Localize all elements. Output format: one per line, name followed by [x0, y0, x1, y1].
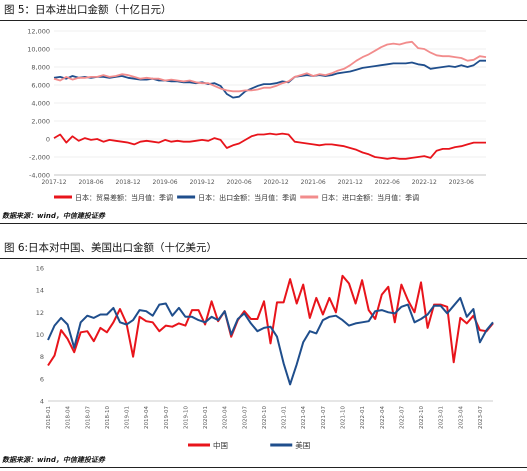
- x-tick-label: 2023-01: [439, 406, 445, 429]
- x-tick-label: 2023-06: [449, 179, 474, 186]
- x-tick-label: 2018-06: [78, 179, 103, 186]
- x-tick-label: 2018-07: [85, 406, 91, 429]
- x-tick-label: 2022-12: [412, 179, 437, 186]
- x-tick-label: 2019-07: [164, 406, 170, 429]
- series-line-3: [53, 40, 487, 93]
- x-tick-label: 2021-12: [338, 179, 363, 186]
- figure-caption: 图 5：日本进出口金额（十亿日元）: [0, 0, 527, 21]
- y-tick-label: 12: [36, 309, 44, 317]
- x-tick-label: 2018-12: [116, 179, 141, 186]
- x-tick-label: 2019-12: [190, 179, 215, 186]
- data-source-note: 数据来源：wind，中信建投证券: [0, 208, 527, 224]
- y-tick-label: 4: [40, 398, 44, 406]
- x-tick-label: 2021-04: [301, 406, 307, 429]
- data-source-note: 数据来源：wind，中信建投证券: [0, 452, 527, 468]
- x-tick-label: 2021-07: [321, 406, 327, 429]
- figure-caption-text: 图 6:日本对中国、美国出口金额（十亿美元）: [4, 242, 218, 254]
- legend-label: 中国: [213, 440, 228, 450]
- y-tick-label: 8,000: [31, 64, 50, 72]
- x-tick-label: 2022-01: [360, 406, 366, 429]
- x-tick-label: 2018-01: [46, 406, 52, 429]
- y-tick-label: 0: [46, 136, 50, 144]
- series-line-2: [53, 59, 486, 99]
- legend: 中国 美国: [188, 440, 310, 450]
- trade-line-chart: 12,000 10,000 8,000 6,000 4,000 2,000 0 -2,000 -…: [27, 28, 487, 202]
- x-tick-label: 2019-04: [144, 406, 150, 429]
- y-tick-label: 6,000: [31, 82, 50, 90]
- x-tick-label: 2020-10: [262, 406, 268, 429]
- legend: 日本：贸易差额：当月值：季调 日本：出口金额：当月值：季调 日本：进口金额：当月值：…: [54, 193, 419, 202]
- x-tick-label: 2019-06: [153, 179, 178, 186]
- x-tick-label: 2018-04: [66, 406, 72, 429]
- y-tick-label: 4,000: [31, 100, 50, 108]
- x-tick-label: 2018-10: [105, 406, 111, 429]
- x-tick-label: 2022-10: [419, 406, 425, 429]
- legend-label: 日本：出口金额：当月值：季调: [198, 193, 296, 202]
- y-tick-label: 16: [36, 265, 44, 273]
- series-line-1: [47, 274, 494, 367]
- legend-label: 美国: [295, 440, 310, 450]
- y-tick-label: 10,000: [27, 46, 50, 54]
- series-line-1: [53, 132, 486, 160]
- y-tick-label: 12,000: [27, 28, 50, 36]
- x-tick-label: 2020-06: [227, 179, 252, 186]
- y-tick-label: 2,000: [31, 118, 50, 126]
- y-tick-label: -2,000: [29, 154, 50, 162]
- legend-label: 日本：贸易差额：当月值：季调: [75, 193, 173, 202]
- x-tick-label: 2020-04: [223, 406, 229, 429]
- legend-label: 日本：进口金额：当月值：季调: [321, 193, 419, 202]
- x-tick-label: 2022-06: [375, 179, 400, 186]
- y-tick-label: 6: [40, 375, 44, 383]
- figure-caption-text: 图 5：日本进出口金额（十亿日元）: [4, 4, 172, 16]
- x-tick-label: 2022-04: [380, 406, 386, 429]
- x-tick-label: 2023-07: [478, 406, 484, 429]
- series-line-2: [47, 296, 494, 386]
- x-tick-label: 2020-01: [203, 406, 209, 429]
- x-tick-label: 2017-12: [41, 179, 66, 186]
- x-tick-label: 2021-01: [282, 406, 288, 429]
- x-tick-label: 2022-07: [399, 406, 405, 429]
- x-tick-label: 2021-06: [301, 179, 326, 186]
- y-tick-label: 10: [36, 331, 44, 339]
- x-tick-label: 2020-12: [264, 179, 289, 186]
- x-tick-label: 2019-01: [125, 406, 131, 429]
- figure-caption: 图 6:日本对中国、美国出口金额（十亿美元）: [0, 238, 527, 259]
- y-tick-label: -4,000: [29, 172, 50, 180]
- figure-japan-trade: 图 5：日本进出口金额（十亿日元） 12,000 10,000 8,000 6,000…: [0, 0, 527, 230]
- x-tick-label: 2023-04: [458, 406, 464, 429]
- x-tick-label: 2020-07: [242, 406, 248, 429]
- y-tick-label: 8: [40, 353, 44, 361]
- y-tick-label: 14: [36, 287, 44, 295]
- figure-japan-exports: 图 6:日本对中国、美国出口金额（十亿美元） 16 14 12 10 8 6 4 2018-0…: [0, 238, 527, 471]
- x-tick-label: 2019-10: [183, 406, 189, 429]
- x-tick-label: 2021-10: [340, 406, 346, 429]
